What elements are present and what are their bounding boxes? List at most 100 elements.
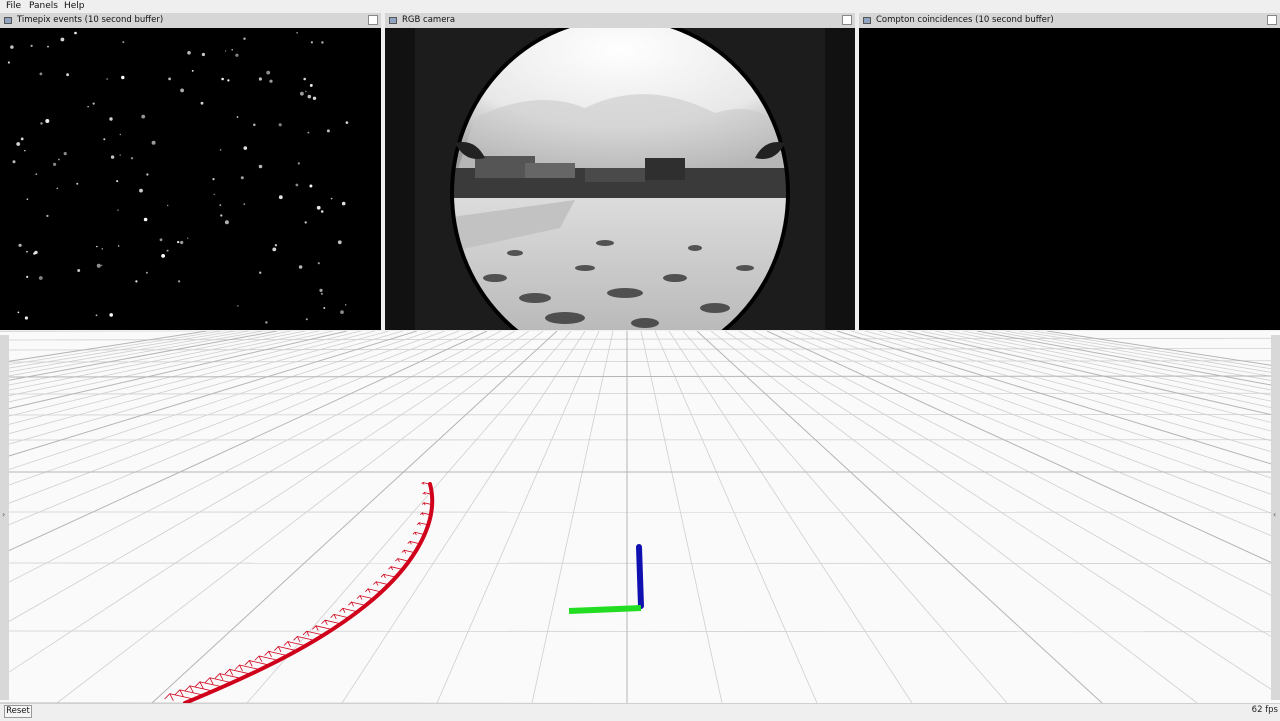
timepix-event-dot [87,106,88,107]
reset-button[interactable]: Reset [4,705,32,718]
3d-scene[interactable] [0,331,1280,703]
timepix-event-dot [168,78,171,81]
timepix-event-dot [152,141,156,145]
timepix-event-dot [8,61,10,63]
timepix-event-dot [275,244,277,246]
timepix-event-dot [141,115,145,119]
grid-line [0,331,235,703]
menu-help[interactable]: Help [64,0,85,12]
grid-line [1047,331,1280,703]
z-axis [639,547,641,606]
grid-line [247,331,571,703]
timepix-event-dot [97,264,101,268]
pose-arrow [220,674,241,679]
timepix-event-dot [225,220,229,224]
grid-line [725,331,1280,703]
grid-line [532,331,613,703]
menu-panels[interactable]: Panels [29,0,58,12]
menu-file[interactable]: File [6,0,21,12]
timepix-event-dot [331,198,333,200]
timepix-event-dot [259,272,261,274]
pose-arrow [297,636,314,640]
window-icon [389,17,397,24]
grid-line [655,331,817,703]
timepix-event-dot [93,103,95,105]
pose-arrow-head [284,642,291,647]
grid-line [0,331,473,703]
grid-line [683,331,1007,703]
timepix-event-dot [202,53,205,56]
grid-line [949,331,1280,703]
compton-panel-checkbox[interactable] [1267,15,1277,25]
timepix-event-dot [25,316,28,319]
menu-bar: File Panels Help [0,0,1280,12]
timepix-event-dot [117,210,118,211]
timepix-event-dot [305,91,306,92]
grid-line [0,331,487,703]
timepix-event-dot [321,41,323,43]
grid-line [669,331,912,703]
timepix-event-dot [241,176,244,179]
timepix-event-dot [307,132,309,134]
timepix-event-dot [266,71,270,75]
pose-arrow-head [225,669,233,675]
pose-arrow [288,642,305,646]
timepix-event-dot [39,276,43,280]
timepix-event-dot [272,248,276,252]
pose-arrow [360,596,373,599]
timepix-event-dot [27,198,29,200]
trajectory-path [165,483,433,704]
timepix-event-dot [120,134,121,135]
grid-line [0,331,291,703]
expand-left-icon[interactable]: › [2,510,5,519]
timepix-event-dot [214,194,215,195]
camera-panel-checkbox[interactable] [842,15,852,25]
expand-right-icon[interactable]: ‹ [1273,510,1276,519]
grid-line [0,331,389,703]
pose-arrow-head [235,665,242,671]
timepix-event-dot [111,155,114,158]
timepix-event-dot [321,210,324,213]
grid-line [342,331,585,703]
pose-arrow [404,550,414,552]
timepix-event-canvas [0,28,381,330]
camera-panel-title: RGB camera [402,13,455,28]
timepix-event-dot [313,97,316,100]
timepix-event-dot [279,195,283,199]
timepix-event-dot [279,123,282,126]
pose-arrow [410,541,419,543]
timepix-event-dot [161,254,165,258]
timepix-event-dot [101,265,102,266]
timepix-event-dot [243,203,245,205]
pose-arrow [398,559,408,561]
pose-arrow-head [265,651,272,657]
pose-arrow [384,574,395,577]
timepix-event-dot [167,250,169,252]
grid-line [0,331,319,703]
timepix-event-dot [24,150,25,151]
timepix-event-dot [66,73,69,76]
timepix-event-dot [187,238,188,239]
timepix-event-dot [102,248,103,249]
timepix-event-dot [103,138,105,140]
grid-line [977,331,1280,703]
window-icon [863,17,871,24]
pose-arrow [351,602,364,605]
timepix-event-dot [53,163,56,166]
timepix-event-dot [299,265,303,269]
grid-line [0,331,375,703]
grid-line [0,331,221,703]
pose-arrow [316,626,332,630]
compton-coincidence-view [859,28,1280,330]
timepix-event-dot [319,289,322,292]
timepix-event-dot [318,262,320,264]
3d-viewport[interactable] [0,331,1280,703]
timepix-event-dot [40,122,42,124]
timepix-event-dot [346,121,349,124]
pose-arrow [190,686,213,691]
timepix-panel-checkbox[interactable] [368,15,378,25]
grid-line [781,331,1280,703]
timepix-event-dot [323,307,325,309]
timepix-event-dot [309,185,312,188]
pose-arrow-head [165,694,174,701]
